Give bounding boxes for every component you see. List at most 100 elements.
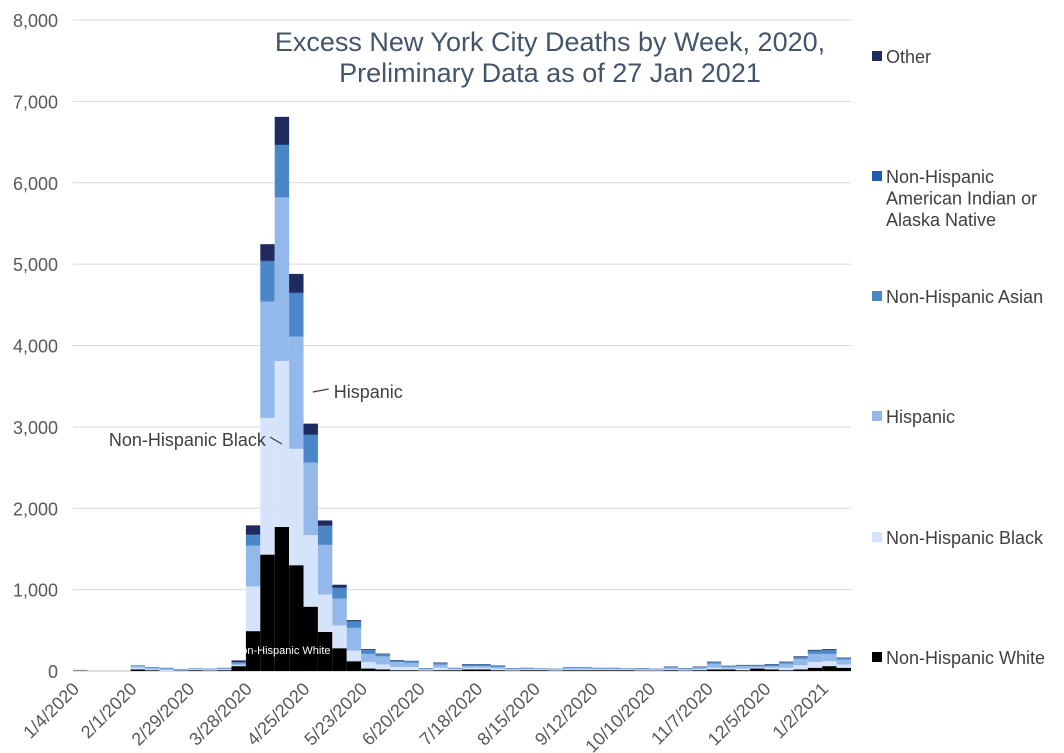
bar-segment (447, 668, 462, 670)
bar-segment (519, 669, 535, 671)
bar-segment (577, 669, 592, 671)
bar-segment (577, 667, 592, 670)
legend-label-line: Non-Hispanic Black (886, 528, 1044, 548)
legend-label: Non-Hispanic White (886, 648, 1045, 668)
y-tick-label: 4,000 (13, 337, 58, 357)
bar-segment (548, 669, 563, 671)
legend-label-line: Non-Hispanic White (886, 648, 1045, 668)
bar-segment (289, 293, 304, 337)
legend-swatch (872, 411, 882, 421)
bar-segment (634, 668, 650, 669)
bar-segment (433, 664, 448, 668)
bar-segment (159, 668, 174, 671)
bar-segment (591, 669, 607, 671)
bar-segment (188, 670, 203, 671)
bar-segment (764, 669, 779, 671)
bar-segment (303, 462, 318, 536)
bar-segment (822, 653, 837, 662)
bar-segment (274, 145, 290, 198)
legend-label-line: Alaska Native (886, 210, 996, 230)
bar-segment (476, 669, 491, 671)
bar-segment (361, 649, 376, 654)
bar-segment (750, 667, 765, 669)
legend-label-line: Other (886, 47, 931, 67)
bar-segment (750, 665, 765, 667)
bar-segment (735, 666, 751, 669)
bar-segment (678, 668, 693, 670)
bar-segment (836, 664, 851, 668)
bar-segment (346, 650, 362, 662)
bar-segment (634, 669, 650, 671)
bar-segment (735, 670, 751, 671)
x-tick-label: 1/4/2020 (19, 679, 83, 743)
bar-segment (462, 667, 477, 670)
bar-segment (202, 669, 218, 671)
bar-segment (361, 662, 376, 669)
bar-segment (332, 598, 347, 626)
annotation-label-nh-white: Non-Hispanic White (233, 645, 330, 657)
annotation-leader (312, 388, 329, 393)
bar-segment (663, 669, 679, 671)
bar-segment (389, 660, 405, 663)
bar-segment (663, 667, 679, 670)
bar-segment (274, 197, 290, 361)
bar-segment (663, 670, 679, 671)
y-tick-label: 7,000 (13, 92, 58, 112)
bar-segment (836, 657, 851, 660)
bar-segment (620, 668, 635, 670)
bar-segment (663, 666, 679, 668)
bar-segment (404, 666, 419, 671)
bar-segment (591, 667, 607, 669)
legend-label-line: Non-Hispanic (886, 167, 994, 187)
bar-segment (389, 666, 405, 671)
legend-swatch (872, 652, 882, 662)
bar-segment (447, 669, 462, 671)
bar-segment (692, 667, 707, 670)
bar-segment (289, 273, 304, 293)
bar-segment (289, 565, 304, 671)
bar-segment (389, 670, 405, 671)
bar-segment (303, 606, 318, 671)
bar-segment (173, 669, 189, 671)
bar-segment (764, 666, 779, 668)
bar-segment (317, 520, 333, 526)
bar-segment (260, 260, 275, 262)
bar-segment (822, 661, 837, 667)
legend-label: Other (886, 47, 931, 67)
bar-segment (634, 668, 650, 670)
bar-segment (793, 669, 808, 671)
bar-segment (433, 662, 448, 665)
bar-segment (577, 666, 592, 668)
bar-segment (317, 594, 333, 632)
bar-segment (145, 666, 160, 668)
bar-segment (332, 625, 347, 649)
bar-segment (274, 116, 290, 145)
bar-segment (562, 667, 578, 670)
bar-segment (245, 535, 261, 546)
bar-segment (274, 144, 290, 146)
bar-segment (317, 544, 333, 595)
bar-segment (519, 667, 535, 669)
legend-label: Hispanic (886, 407, 955, 427)
bar-segment (130, 669, 146, 671)
bar-segment (447, 667, 462, 669)
bar-segment (346, 620, 362, 622)
bar-segment (476, 664, 491, 667)
bar-segment (404, 670, 419, 671)
bar-segment (361, 649, 376, 650)
bar-segment (706, 667, 722, 670)
annotation-label-hispanic: Hispanic (334, 382, 403, 402)
bar-segment (303, 423, 318, 435)
bar-segment (692, 670, 707, 671)
bar-segment (462, 664, 477, 667)
bar-segment (706, 662, 722, 664)
bar-segment (361, 653, 376, 663)
bar-segment (159, 667, 174, 669)
bar-segment (418, 668, 434, 669)
bar-segment (807, 650, 823, 654)
legend-label-line: Non-Hispanic Asian (886, 287, 1043, 307)
bar-segment (706, 669, 722, 671)
bar-segment (375, 664, 390, 670)
bar-segment (606, 668, 621, 670)
bar-segment (404, 661, 419, 663)
